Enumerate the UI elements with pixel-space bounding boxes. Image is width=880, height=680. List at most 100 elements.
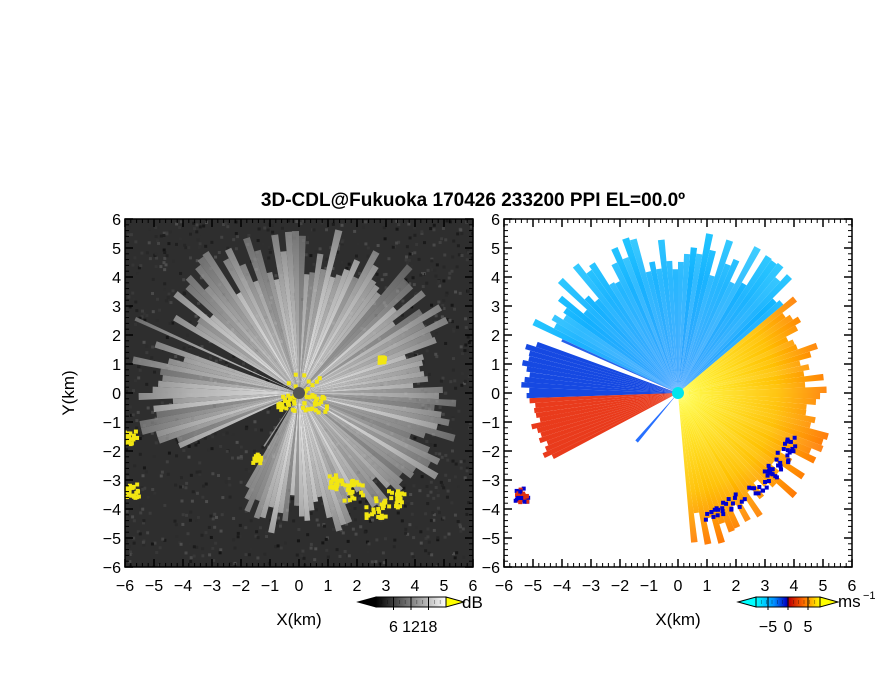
snr-ray <box>299 393 438 430</box>
noise-pixel <box>450 320 454 324</box>
noise-pixel <box>407 222 411 226</box>
y-tick-label: 1 <box>112 357 121 374</box>
velocity-pixel <box>519 495 524 500</box>
noise-pixel <box>379 518 383 522</box>
noise-pixel <box>194 439 198 443</box>
noise-pixel <box>244 526 248 530</box>
y-tick-label: −2 <box>482 444 500 461</box>
snr-ray <box>239 263 299 393</box>
noise-pixel <box>129 357 133 361</box>
saturated-pixel <box>356 482 361 487</box>
velocity-ray <box>611 247 678 393</box>
noise-pixel <box>446 318 450 322</box>
noise-pixel <box>466 289 470 293</box>
noise-pixel <box>162 261 166 265</box>
saturated-pixel <box>301 405 306 410</box>
noise-pixel <box>409 493 413 497</box>
noise-pixel <box>382 226 386 230</box>
y-tick-label: 5 <box>491 241 500 258</box>
velocity-pixel <box>774 457 779 462</box>
noise-pixel <box>401 303 405 307</box>
saturated-pixel <box>336 478 341 483</box>
noise-pixel <box>156 225 160 229</box>
noise-pixel <box>138 452 142 456</box>
saturated-pixel <box>323 409 328 414</box>
noise-pixel <box>432 528 436 532</box>
noise-pixel <box>434 332 438 336</box>
noise-pixel <box>153 541 157 545</box>
velocity-pixel <box>792 435 797 440</box>
saturated-pixel <box>376 514 381 519</box>
noise-pixel <box>347 506 351 510</box>
y-tick-label: 0 <box>491 386 500 403</box>
right-colorbar-over-arrow <box>819 596 840 608</box>
velocity-ray <box>563 307 678 393</box>
noise-pixel <box>459 228 463 232</box>
velocity-ray <box>678 393 807 410</box>
noise-pixel <box>234 247 238 251</box>
noise-pixel <box>135 426 139 430</box>
noise-pixel <box>154 441 158 445</box>
noise-pixel <box>430 553 434 557</box>
velocity-ray <box>521 360 678 393</box>
noise-pixel <box>470 245 473 249</box>
snr-ray <box>197 317 299 393</box>
saturated-pixel <box>349 491 354 496</box>
noise-pixel <box>427 551 431 555</box>
x-tick-label: −3 <box>582 578 600 595</box>
snr-ray <box>299 393 319 503</box>
velocity-pixel <box>756 491 761 496</box>
velocity-pixel <box>733 492 738 497</box>
velocity-ray <box>678 247 698 393</box>
snr-ray <box>299 259 361 393</box>
snr-ray <box>299 276 336 393</box>
saturated-pixel <box>284 406 289 411</box>
noise-pixel <box>449 550 453 554</box>
velocity-pixel <box>789 449 794 454</box>
velocity-ray <box>678 393 758 483</box>
noise-pixel <box>450 449 454 453</box>
noise-pixel <box>219 358 223 362</box>
noise-pixel <box>408 236 412 240</box>
noise-pixel <box>154 226 158 230</box>
noise-pixel <box>153 491 157 495</box>
x-tick-label: 1 <box>703 578 712 595</box>
noise-pixel <box>458 523 462 527</box>
snr-ray <box>299 321 396 393</box>
noise-pixel <box>162 231 166 235</box>
snr-ray <box>185 284 299 393</box>
noise-pixel <box>268 406 272 410</box>
snr-ray <box>253 393 299 520</box>
noise-pixel <box>451 327 455 331</box>
noise-pixel <box>135 309 139 313</box>
saturated-pixel <box>312 401 317 406</box>
velocity-pixel <box>521 491 526 496</box>
noise-pixel <box>459 529 463 533</box>
velocity-ray <box>645 271 678 393</box>
noise-pixel <box>179 485 183 489</box>
noise-pixel <box>261 445 265 449</box>
noise-pixel <box>189 232 193 236</box>
noise-pixel <box>195 223 199 227</box>
saturated-pixel <box>394 501 399 506</box>
noise-pixel <box>260 428 264 432</box>
noise-pixel <box>132 389 136 393</box>
velocity-ray <box>678 393 817 464</box>
noise-pixel <box>370 560 374 564</box>
left-snr-field <box>125 219 473 567</box>
noise-pixel <box>140 434 144 438</box>
noise-pixel <box>341 531 345 535</box>
velocity-ray <box>678 253 703 393</box>
saturated-pixel <box>390 490 395 495</box>
snr-ray <box>290 393 299 496</box>
saturated-pixel <box>360 493 365 498</box>
noise-pixel <box>158 546 162 550</box>
velocity-ray <box>540 393 678 438</box>
velocity-pixel <box>782 441 787 446</box>
velocity-ray <box>678 393 780 476</box>
velocity-pixel <box>765 473 770 478</box>
noise-pixel <box>236 456 240 460</box>
noise-pixel <box>436 494 440 498</box>
noise-pixel <box>459 525 463 529</box>
velocity-ray <box>678 393 726 525</box>
